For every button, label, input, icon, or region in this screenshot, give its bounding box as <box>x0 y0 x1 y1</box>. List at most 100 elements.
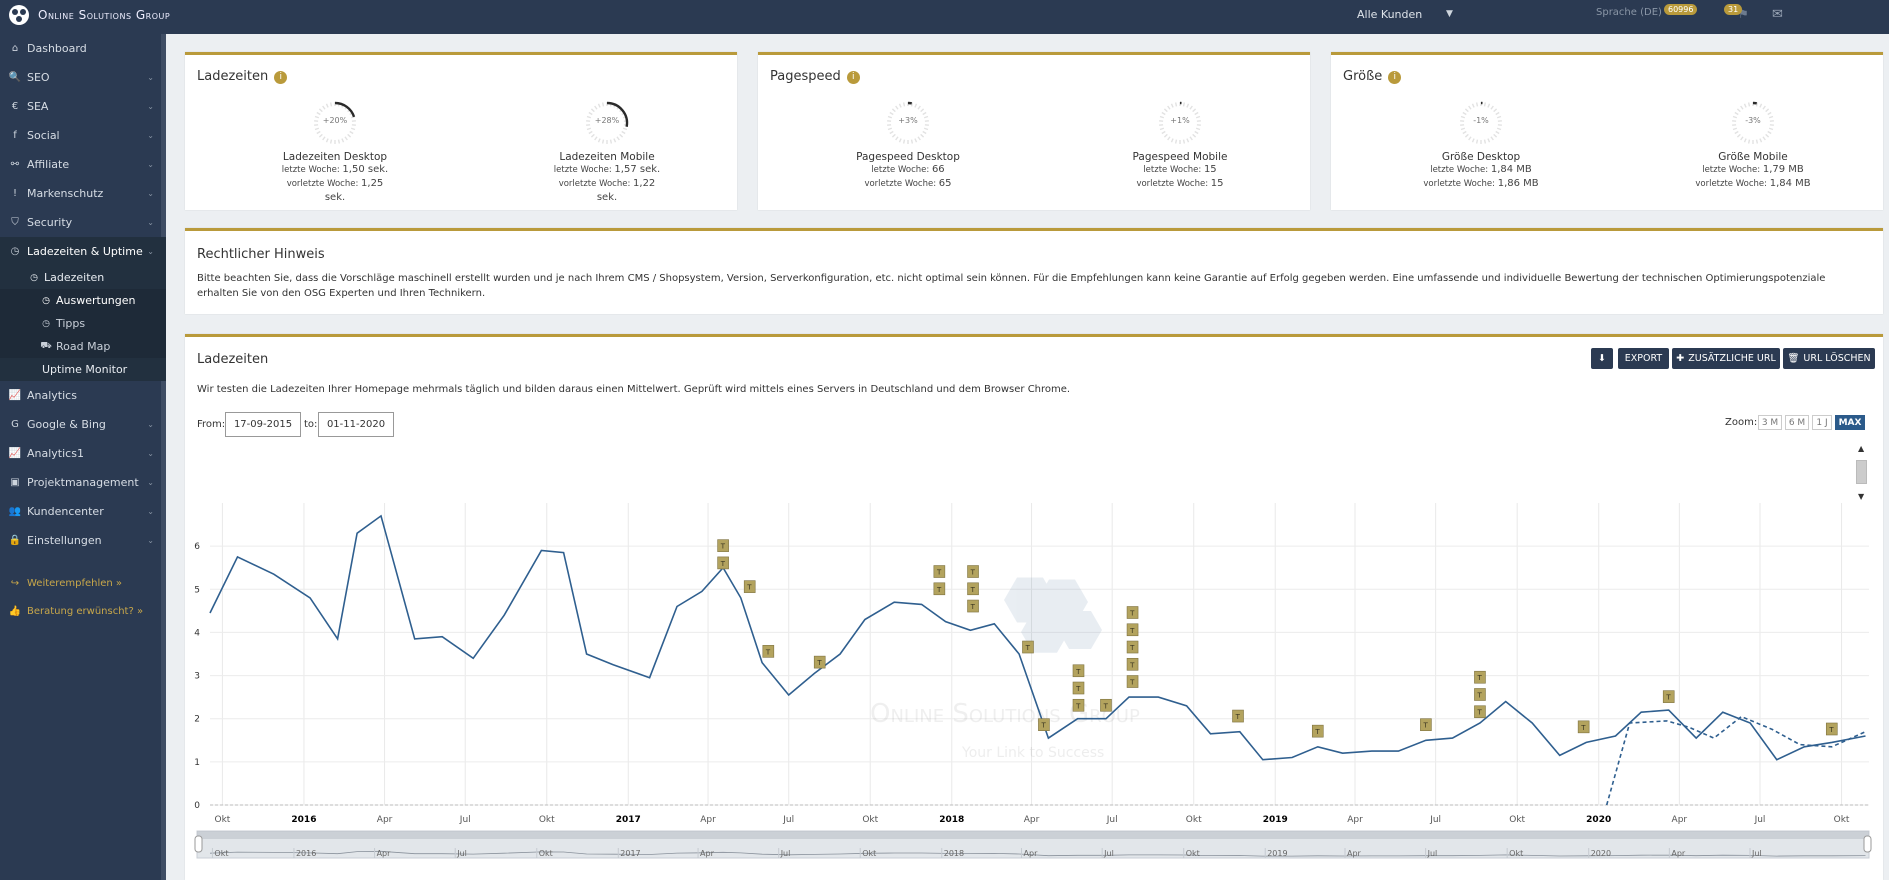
facebook-icon: f <box>13 130 17 141</box>
search-icon: 🔍 <box>8 72 22 83</box>
flag-marker[interactable]: T <box>762 645 775 658</box>
flag-marker[interactable]: T <box>967 599 979 613</box>
info-icon[interactable]: i <box>1388 71 1402 84</box>
flag-marker[interactable]: T <box>1474 688 1486 701</box>
flag-marker[interactable]: T <box>1420 718 1432 731</box>
kpi-card-0: Ladezeiten i +20% Ladezeiten Desktop letzte … <box>185 52 737 210</box>
navigator-left-handle[interactable] <box>194 835 203 853</box>
to-date-input[interactable]: 01-11-2020 <box>318 412 394 437</box>
export-button[interactable]: EXPORT <box>1618 348 1669 369</box>
flag-box <box>1072 664 1085 678</box>
scroll-up-icon[interactable]: ▲ <box>1858 444 1865 453</box>
flag-marker[interactable]: T <box>1232 709 1244 723</box>
chevron-down-icon: ⌄ <box>147 247 154 256</box>
sidebar-item-analytics[interactable]: 📈 Analytics <box>0 381 166 410</box>
flag-marker[interactable]: T <box>1577 720 1590 734</box>
flag-marker[interactable]: T <box>1825 722 1838 736</box>
kpi-card-title: Ladezeiten i <box>197 69 288 84</box>
zoom-6m-button[interactable]: 6 M <box>1785 415 1809 430</box>
flag-marker[interactable]: T <box>1022 640 1034 654</box>
line-chart-icon: 📈 <box>8 390 22 401</box>
clock-icon: ◷ <box>42 295 50 306</box>
delete-url-button[interactable]: 🗑 URL LÖSCHEN <box>1783 348 1875 369</box>
sidebar-item-affiliate[interactable]: ⚯ Affiliate ⌄ <box>0 150 166 179</box>
sidebar-item-sea[interactable]: € SEA ⌄ <box>0 92 166 121</box>
sidebar-sub-auswertungen[interactable]: ◷ Auswertungen <box>0 289 166 312</box>
flag-box <box>1022 640 1034 654</box>
flag-marker[interactable]: T <box>1126 606 1139 619</box>
kpi-card-2: Größe i -1% Größe Desktop letzte Woche: 1,84… <box>1331 52 1883 210</box>
x-tick-label: Okt <box>1186 815 1202 825</box>
flag-marker[interactable]: T <box>1126 623 1139 637</box>
sidebar-item-einstellungen[interactable]: 🔒 Einstellungen ⌄ <box>0 526 166 555</box>
sidebar-item-google-bing[interactable]: G Google & Bing ⌄ <box>0 410 166 439</box>
from-date-input[interactable]: 17-09-2015 <box>225 412 301 437</box>
flag-marker[interactable]: T <box>813 655 826 669</box>
mail-icon[interactable]: ✉ <box>1772 7 1783 22</box>
sidebar-item-social[interactable]: f Social ⌄ <box>0 121 166 150</box>
sidebar-recommend-link[interactable]: ↪ Weiterempfehlen » <box>0 569 166 597</box>
customer-select[interactable]: Alle Kunden <box>1357 8 1423 21</box>
tasks-badge[interactable]: 31 <box>1724 4 1743 15</box>
flag-marker[interactable]: T <box>1038 718 1050 731</box>
sidebar-item-seo[interactable]: 🔍 SEO ⌄ <box>0 63 166 92</box>
sidebar-item-projektmanagement[interactable]: ▣ Projektmanagement ⌄ <box>0 468 166 497</box>
flag-marker[interactable]: T <box>1072 681 1085 695</box>
scroll-thumb[interactable] <box>1856 460 1867 484</box>
flag-marker[interactable]: T <box>1662 690 1675 703</box>
navigator-handle-bar[interactable] <box>197 831 1869 839</box>
sidebar-item-label: SEO <box>27 71 50 84</box>
sidebar-scrollbar[interactable] <box>161 34 166 880</box>
flag-marker[interactable]: T <box>717 539 729 552</box>
flag-box <box>1100 698 1112 712</box>
scroll-down-icon[interactable]: ▼ <box>1858 492 1865 501</box>
sidebar-sub-road-map[interactable]: ⛟ Road Map <box>0 335 166 358</box>
download-button[interactable]: ⬇ <box>1591 348 1613 369</box>
sidebar-consult-link[interactable]: 👍 Beratung erwünscht? » <box>0 597 166 625</box>
sidebar-sub-tipps[interactable]: ◷ Tipps <box>0 312 166 335</box>
gauge-last-label: letzte Woche: <box>871 165 930 175</box>
flag-marker[interactable]: T <box>717 556 729 570</box>
sidebar-item-dashboard[interactable]: ⌂ Dashboard <box>0 34 166 63</box>
flag-marker[interactable]: T <box>967 565 979 578</box>
flag-marker[interactable]: T <box>1311 724 1324 738</box>
watermark-shape <box>1004 577 1056 623</box>
info-icon[interactable]: i <box>274 71 288 84</box>
gauge-last-week: letzte Woche: 1,57 sek. <box>547 163 667 177</box>
chart-vertical-scrollbar[interactable]: ▲ ▼ <box>1854 444 1869 504</box>
flag-marker[interactable]: T <box>743 580 756 593</box>
chevron-down-icon[interactable]: ▼ <box>1446 9 1453 19</box>
flag-marker[interactable]: T <box>967 582 979 596</box>
flag-marker[interactable]: T <box>1126 675 1139 688</box>
add-url-button[interactable]: ✚ ZUSÄTZLICHE URL <box>1672 348 1780 369</box>
zoom-1y-button[interactable]: 1 J <box>1812 415 1832 430</box>
sidebar-item-kundencenter[interactable]: 👥 Kundencenter ⌄ <box>0 497 166 526</box>
flag-marker[interactable]: T <box>1072 664 1085 678</box>
navigator-right-handle[interactable] <box>1863 835 1872 853</box>
zoom-max-button[interactable]: MAX <box>1835 415 1865 430</box>
flag-marker[interactable]: T <box>1126 640 1139 654</box>
brand-logo[interactable]: Online Solutions Group <box>8 4 170 26</box>
sidebar-sub-ladezeiten[interactable]: ◷ Ladezeiten <box>0 266 166 289</box>
notifications-badge[interactable]: 60996 <box>1664 4 1698 15</box>
trash-icon: 🗑 <box>1787 353 1800 364</box>
flag-box <box>1038 718 1050 731</box>
flag-marker[interactable]: T <box>1072 698 1085 712</box>
sidebar-item-security[interactable]: ⛉ Security ⌄ <box>0 208 166 237</box>
flag-marker[interactable]: T <box>1474 670 1486 684</box>
sidebar-item-markenschutz[interactable]: ! Markenschutz ⌄ <box>0 179 166 208</box>
flag-icon[interactable]: ⚑ <box>1738 7 1749 21</box>
flag-marker[interactable]: T <box>933 582 946 596</box>
sidebar-item-ladezeiten-uptime[interactable]: ◷ Ladezeiten & Uptime ⌄ <box>0 237 166 266</box>
sidebar-sub-uptime-monitor[interactable]: Uptime Monitor <box>0 358 166 381</box>
flag-label: T <box>1828 726 1834 734</box>
flag-marker[interactable]: T <box>1474 705 1486 719</box>
sidebar-item-analytics1[interactable]: 📈 Analytics1 ⌄ <box>0 439 166 468</box>
language-select[interactable]: Sprache (DE) <box>1596 7 1662 18</box>
zoom-3m-button[interactable]: 3 M <box>1758 415 1782 430</box>
flag-marker[interactable]: T <box>933 565 946 578</box>
flag-marker[interactable]: T <box>1100 698 1112 712</box>
info-icon[interactable]: i <box>846 71 860 84</box>
flag-marker[interactable]: T <box>1126 657 1139 671</box>
sidebar-item-label: Security <box>27 216 73 229</box>
